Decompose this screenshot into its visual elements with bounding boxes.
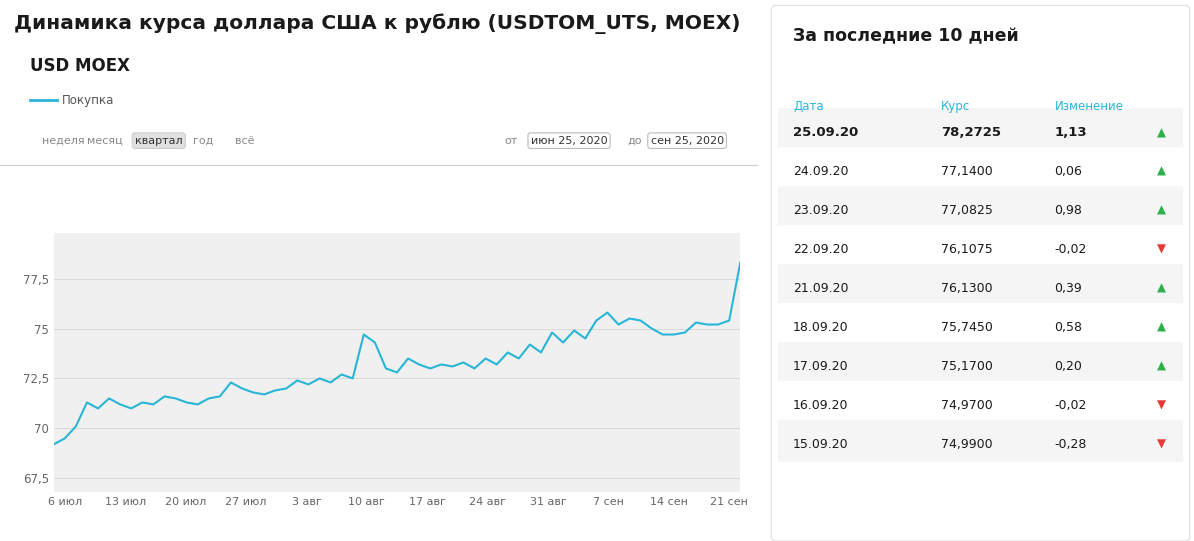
Text: июн 25, 2020: июн 25, 2020 [531,136,608,146]
Text: USD MOEX: USD MOEX [30,57,130,75]
FancyBboxPatch shape [777,147,1183,189]
Text: 0,20: 0,20 [1054,360,1083,373]
Text: ▲: ▲ [1157,204,1167,217]
Text: ▼: ▼ [1157,438,1167,451]
Text: ▼: ▼ [1157,243,1167,256]
Text: ▲: ▲ [1157,321,1167,334]
Text: 76,1075: 76,1075 [941,243,993,256]
FancyBboxPatch shape [777,264,1183,306]
Text: Изменение: Изменение [1054,100,1124,113]
Text: За последние 10 дней: За последние 10 дней [793,27,1018,45]
Text: 1,13: 1,13 [1054,126,1088,139]
Text: неделя: неделя [42,136,85,146]
Text: 75,7450: 75,7450 [941,321,993,334]
Text: 76,1300: 76,1300 [941,282,993,295]
Text: 75,1700: 75,1700 [941,360,993,373]
Text: от: от [504,136,517,146]
FancyBboxPatch shape [777,303,1183,345]
Text: Динамика курса доллара США к рублю (USDTOM_UTS, MOEX): Динамика курса доллара США к рублю (USDT… [14,14,740,34]
Text: месяц: месяц [87,136,123,146]
Text: 18.09.20: 18.09.20 [793,321,849,334]
Text: -0,02: -0,02 [1054,399,1087,412]
Text: 25.09.20: 25.09.20 [793,126,858,139]
FancyBboxPatch shape [777,186,1183,228]
FancyBboxPatch shape [771,5,1189,541]
FancyBboxPatch shape [777,420,1183,462]
Text: -0,28: -0,28 [1054,438,1087,451]
FancyBboxPatch shape [777,381,1183,423]
Text: 78,2725: 78,2725 [941,126,1002,139]
Text: 24.09.20: 24.09.20 [793,165,849,178]
Text: -0,02: -0,02 [1054,243,1087,256]
Text: 0,98: 0,98 [1054,204,1083,217]
Text: Курс: Курс [941,100,971,113]
Text: 17.09.20: 17.09.20 [793,360,849,373]
Text: ▲: ▲ [1157,360,1167,373]
Text: 0,39: 0,39 [1054,282,1082,295]
Text: квартал: квартал [135,136,183,146]
FancyBboxPatch shape [777,225,1183,267]
Text: ▲: ▲ [1157,165,1167,178]
Text: Покупка: Покупка [62,94,115,107]
Text: 16.09.20: 16.09.20 [793,399,849,412]
Text: сен 25, 2020: сен 25, 2020 [651,136,724,146]
Text: Дата: Дата [793,100,824,113]
Text: всё: всё [235,136,254,146]
Text: 15.09.20: 15.09.20 [793,438,849,451]
Text: ▼: ▼ [1157,399,1167,412]
Text: 0,58: 0,58 [1054,321,1083,334]
Text: 0,06: 0,06 [1054,165,1083,178]
Text: 74,9900: 74,9900 [941,438,993,451]
Text: 21.09.20: 21.09.20 [793,282,849,295]
Text: ▲: ▲ [1157,282,1167,295]
FancyBboxPatch shape [777,108,1183,150]
Text: 77,0825: 77,0825 [941,204,993,217]
Text: ▲: ▲ [1157,126,1167,139]
Text: 77,1400: 77,1400 [941,165,993,178]
FancyBboxPatch shape [777,342,1183,384]
Text: 22.09.20: 22.09.20 [793,243,849,256]
Text: 74,9700: 74,9700 [941,399,993,412]
Text: год: год [193,136,214,146]
Text: до: до [628,136,642,146]
Text: 23.09.20: 23.09.20 [793,204,849,217]
